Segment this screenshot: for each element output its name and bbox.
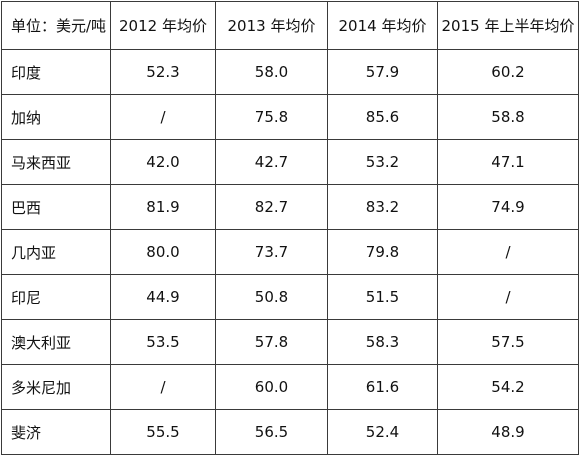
column-header-2014: 2014 年均价 xyxy=(327,1,438,50)
value-cell: 57.8 xyxy=(215,319,328,365)
value-cell: 56.5 xyxy=(215,409,328,455)
value-cell: 57.9 xyxy=(327,49,438,95)
country-cell: 印尼 xyxy=(1,274,111,320)
value-cell: / xyxy=(437,274,579,320)
value-cell: 53.5 xyxy=(110,319,216,365)
country-cell: 斐济 xyxy=(1,409,111,455)
value-cell: / xyxy=(110,364,216,410)
value-cell: 82.7 xyxy=(215,184,328,230)
value-cell: 53.2 xyxy=(327,139,438,185)
unit-header: 单位：美元/吨 xyxy=(1,1,111,50)
value-cell: 52.3 xyxy=(110,49,216,95)
header-row: 单位：美元/吨 2012 年均价 2013 年均价 2014 年均价 2015 … xyxy=(1,1,579,50)
value-cell: 55.5 xyxy=(110,409,216,455)
value-cell: 52.4 xyxy=(327,409,438,455)
value-cell: 58.8 xyxy=(437,94,579,140)
value-cell: 58.0 xyxy=(215,49,328,95)
value-cell: 81.9 xyxy=(110,184,216,230)
table-row: 马来西亚 42.0 42.7 53.2 47.1 xyxy=(1,139,579,185)
table-row: 加纳 / 75.8 85.6 58.8 xyxy=(1,94,579,140)
country-cell: 加纳 xyxy=(1,94,111,140)
value-cell: 60.0 xyxy=(215,364,328,410)
value-cell: 51.5 xyxy=(327,274,438,320)
country-cell: 澳大利亚 xyxy=(1,319,111,365)
country-cell: 印度 xyxy=(1,49,111,95)
value-cell: 57.5 xyxy=(437,319,579,365)
country-cell: 巴西 xyxy=(1,184,111,230)
value-cell: 80.0 xyxy=(110,229,216,275)
value-cell: 79.8 xyxy=(327,229,438,275)
value-cell: 54.2 xyxy=(437,364,579,410)
value-cell: 75.8 xyxy=(215,94,328,140)
country-cell: 多米尼加 xyxy=(1,364,111,410)
value-cell: 73.7 xyxy=(215,229,328,275)
table-row: 斐济 55.5 56.5 52.4 48.9 xyxy=(1,409,579,455)
value-cell: 60.2 xyxy=(437,49,579,95)
value-cell: / xyxy=(110,94,216,140)
table-row: 印尼 44.9 50.8 51.5 / xyxy=(1,274,579,320)
value-cell: / xyxy=(437,229,579,275)
table-row: 几内亚 80.0 73.7 79.8 / xyxy=(1,229,579,275)
value-cell: 47.1 xyxy=(437,139,579,185)
value-cell: 61.6 xyxy=(327,364,438,410)
value-cell: 48.9 xyxy=(437,409,579,455)
value-cell: 42.0 xyxy=(110,139,216,185)
value-cell: 44.9 xyxy=(110,274,216,320)
value-cell: 50.8 xyxy=(215,274,328,320)
table-row: 澳大利亚 53.5 57.8 58.3 57.5 xyxy=(1,319,579,365)
value-cell: 42.7 xyxy=(215,139,328,185)
table-row: 印度 52.3 58.0 57.9 60.2 xyxy=(1,49,579,95)
table-row: 多米尼加 / 60.0 61.6 54.2 xyxy=(1,364,579,410)
value-cell: 85.6 xyxy=(327,94,438,140)
value-cell: 83.2 xyxy=(327,184,438,230)
table-row: 巴西 81.9 82.7 83.2 74.9 xyxy=(1,184,579,230)
country-cell: 马来西亚 xyxy=(1,139,111,185)
column-header-2012: 2012 年均价 xyxy=(110,1,216,50)
value-cell: 58.3 xyxy=(327,319,438,365)
column-header-2013: 2013 年均价 xyxy=(215,1,328,50)
country-cell: 几内亚 xyxy=(1,229,111,275)
value-cell: 74.9 xyxy=(437,184,579,230)
column-header-2015h1: 2015 年上半年均价 xyxy=(437,1,579,50)
